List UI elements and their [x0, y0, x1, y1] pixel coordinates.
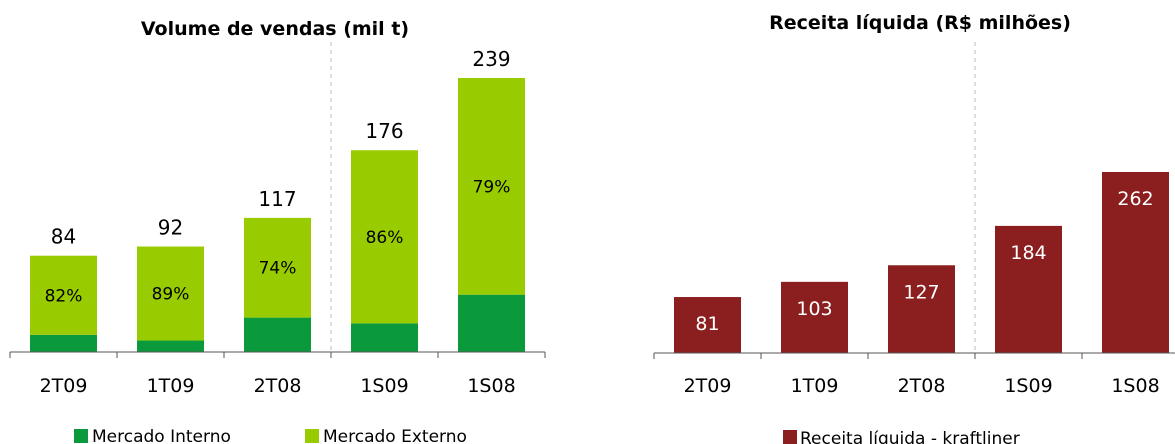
legend-swatch-receita [783, 430, 797, 444]
percent-label: 86% [366, 228, 404, 248]
receita-chart-title: Receita líquida (R$ milhões) [769, 12, 1071, 34]
legend-label-mercado-externo: Mercado Externo [323, 427, 467, 444]
category-label: 1T09 [791, 375, 839, 397]
bar-receita [674, 297, 741, 353]
bar-mercado-externo [244, 217, 311, 318]
bar-mercado-externo [458, 78, 525, 295]
bar-receita [1102, 172, 1169, 353]
bar-mercado-externo [137, 246, 204, 341]
bar-receita [888, 265, 955, 353]
bar-mercado-interno [351, 323, 418, 352]
bar-mercado-externo [30, 255, 97, 335]
legend-label-mercado-interno: Mercado Interno [92, 427, 231, 444]
category-label: 1S09 [1004, 375, 1052, 397]
receita-value-label: 81 [695, 313, 719, 335]
category-label: 2T08 [898, 375, 946, 397]
bar-mercado-interno [458, 294, 525, 352]
receita-legend: Receita líquida - kraftliner [783, 429, 1020, 444]
receita-chart: Receita líquida (R$ milhões) 81 103 127 184… [653, 12, 1175, 444]
bar-receita [781, 281, 848, 353]
category-label: 2T09 [40, 375, 88, 397]
legend-swatch-mercado-interno [74, 429, 88, 443]
receita-value-label: 262 [1117, 188, 1153, 210]
percent-label: 89% [152, 285, 190, 305]
category-label: 1S09 [360, 375, 408, 397]
category-label: 2T09 [684, 375, 732, 397]
category-label: 1T09 [147, 375, 195, 397]
legend-label-receita: Receita líquida - kraftliner [800, 429, 1020, 444]
bar-mercado-externo [351, 150, 418, 324]
bar-mercado-interno [137, 340, 204, 352]
volume-chart-title: Volume de vendas (mil t) [141, 18, 409, 40]
total-label: 176 [365, 119, 403, 143]
bar-mercado-interno [30, 334, 97, 352]
volume-legend: Mercado Interno Mercado Externo [74, 427, 467, 444]
bar-receita [995, 225, 1062, 353]
legend-swatch-mercado-externo [305, 429, 319, 443]
volume-chart: Volume de vendas (mil t) 84 92 117 176 239 8… [9, 18, 546, 444]
percent-label: 82% [45, 286, 83, 306]
bar-mercado-interno [244, 317, 311, 352]
receita-value-label: 127 [903, 281, 939, 303]
receita-value-label: 103 [796, 298, 832, 320]
percent-label: 79% [473, 177, 511, 197]
total-label: 239 [472, 47, 510, 71]
total-label: 117 [258, 187, 296, 211]
total-label: 84 [51, 225, 76, 249]
category-label: 1S08 [1111, 375, 1159, 397]
total-label: 92 [158, 216, 183, 240]
category-label: 1S08 [467, 375, 515, 397]
receita-value-label: 184 [1010, 242, 1046, 264]
category-label: 2T08 [254, 375, 302, 397]
percent-label: 74% [259, 259, 297, 279]
